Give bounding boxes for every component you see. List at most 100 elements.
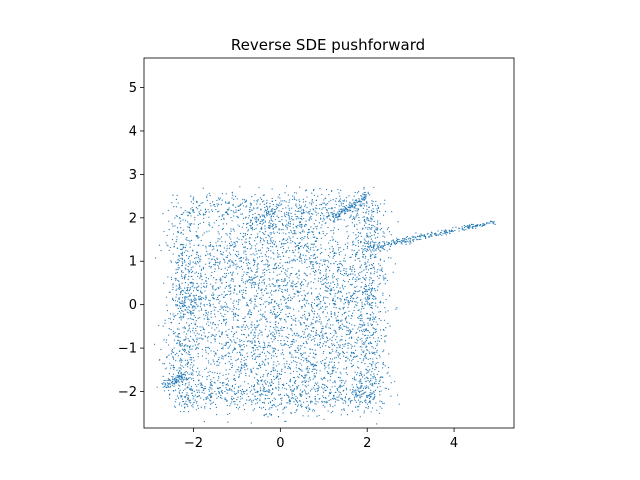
scatter-point — [263, 194, 265, 196]
scatter-point — [291, 267, 293, 269]
scatter-point — [299, 225, 301, 228]
scatter-point — [339, 199, 341, 201]
scatter-point — [219, 250, 222, 252]
scatter-point — [180, 287, 182, 289]
scatter-point — [202, 268, 205, 270]
scatter-point — [256, 305, 258, 307]
scatter-point — [349, 268, 351, 271]
scatter-point — [302, 384, 304, 386]
scatter-point — [175, 198, 178, 200]
scatter-point — [205, 297, 208, 299]
scatter-point — [374, 389, 377, 391]
scatter-point — [314, 334, 316, 336]
scatter-point — [321, 208, 323, 210]
scatter-point — [300, 406, 303, 408]
scatter-point — [368, 220, 370, 222]
scatter-point — [252, 338, 254, 340]
scatter-point — [251, 279, 253, 281]
scatter-point — [182, 389, 185, 392]
scatter-point — [250, 224, 252, 227]
scatter-point — [332, 281, 334, 283]
scatter-point — [296, 401, 299, 403]
scatter-point — [286, 261, 288, 263]
scatter-point — [370, 378, 372, 380]
scatter-point — [319, 214, 322, 217]
scatter-point — [176, 376, 178, 379]
scatter-point — [346, 414, 349, 416]
scatter-point — [370, 294, 372, 296]
scatter-point — [322, 220, 324, 222]
scatter-point — [267, 227, 270, 229]
scatter-point — [164, 322, 166, 324]
scatter-point — [235, 392, 238, 395]
scatter-point — [264, 221, 266, 223]
scatter-point — [208, 222, 210, 224]
scatter-point — [254, 353, 256, 355]
scatter-point — [233, 334, 235, 336]
scatter-point — [356, 236, 358, 239]
scatter-point — [304, 316, 306, 318]
scatter-point — [348, 399, 350, 401]
scatter-point — [219, 397, 222, 399]
scatter-point — [202, 244, 204, 247]
scatter-point — [307, 292, 309, 294]
scatter-point — [232, 243, 234, 245]
scatter-point — [371, 407, 374, 409]
scatter-point — [263, 281, 265, 284]
scatter-point — [237, 358, 240, 360]
scatter-point — [233, 262, 235, 264]
scatter-point — [343, 257, 345, 259]
scatter-point — [217, 203, 220, 205]
scatter-point — [237, 251, 239, 253]
scatter-point — [319, 273, 321, 275]
scatter-point — [292, 288, 294, 290]
scatter-point — [244, 297, 246, 299]
scatter-point — [254, 358, 256, 360]
scatter-point — [307, 404, 309, 406]
scatter-point — [213, 248, 215, 250]
scatter-point — [250, 279, 252, 281]
scatter-point — [233, 378, 235, 380]
scatter-point — [284, 280, 286, 282]
scatter-point — [184, 388, 186, 390]
scatter-point — [284, 367, 286, 369]
scatter-point — [247, 311, 250, 313]
scatter-point — [198, 205, 200, 207]
scatter-point — [357, 340, 359, 342]
scatter-point — [264, 301, 266, 303]
scatter-point — [190, 388, 192, 390]
scatter-point — [267, 363, 270, 365]
scatter-point — [208, 216, 210, 218]
scatter-point — [269, 326, 272, 328]
scatter-point — [177, 300, 179, 302]
scatter-point — [200, 330, 202, 332]
scatter-point — [370, 393, 372, 395]
scatter-point — [178, 322, 180, 325]
scatter-point — [389, 375, 391, 377]
scatter-point — [322, 305, 324, 308]
scatter-point — [251, 371, 253, 373]
scatter-point — [296, 388, 298, 390]
scatter-point — [241, 358, 243, 360]
scatter-point — [198, 310, 200, 312]
scatter-point — [300, 374, 303, 377]
scatter-point — [316, 228, 318, 230]
scatter-point — [305, 325, 307, 327]
scatter-point — [274, 268, 276, 270]
scatter-point — [360, 329, 362, 331]
scatter-point — [376, 409, 378, 411]
scatter-point — [263, 341, 265, 343]
scatter-point — [347, 327, 349, 329]
scatter-point — [185, 273, 187, 276]
scatter-point — [305, 243, 307, 245]
scatter-point — [284, 278, 286, 281]
scatter-point — [187, 362, 190, 364]
scatter-point — [263, 352, 266, 354]
scatter-point — [283, 363, 285, 365]
scatter-point — [312, 323, 314, 325]
scatter-point — [371, 365, 373, 367]
scatter-point — [376, 386, 379, 388]
scatter-point — [340, 250, 342, 253]
scatter-point — [361, 325, 363, 327]
scatter-point — [222, 348, 224, 350]
